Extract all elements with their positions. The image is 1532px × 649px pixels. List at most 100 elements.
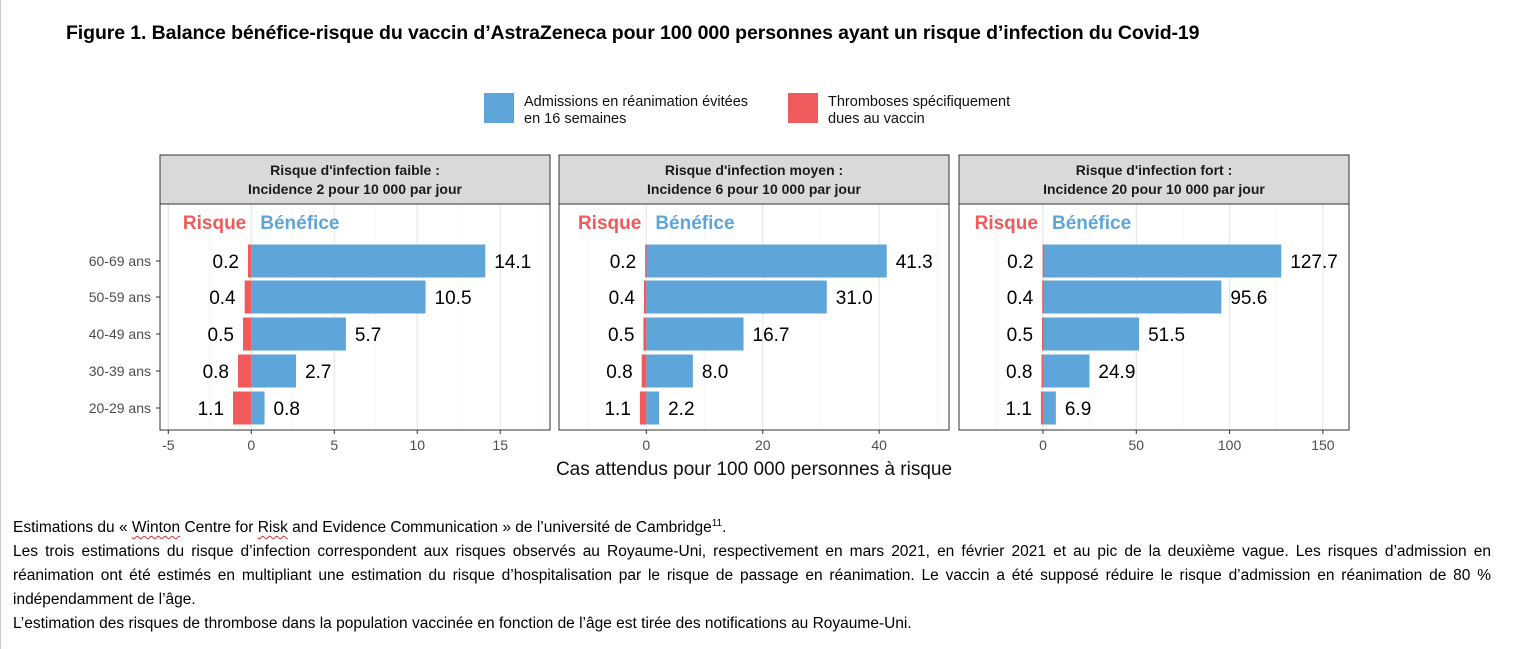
- benefit-bar: [1042, 280, 1222, 314]
- panel-strip-title-1: Risque d'infection faible :: [270, 162, 440, 178]
- y-tick-label: 60-69 ans: [89, 253, 151, 269]
- x-tick-label: 0: [247, 437, 255, 453]
- benefit-value-label: 10.5: [435, 288, 472, 309]
- figure-title: Figure 1. Balance bénéfice-risque du vac…: [66, 22, 1200, 44]
- benefit-value-label: 8.0: [702, 362, 728, 383]
- benefit-value-label: 51.5: [1148, 325, 1185, 346]
- risk-value-label: 0.2: [213, 252, 239, 273]
- risk-value-label: 0.2: [610, 252, 636, 273]
- benefit-bar: [1042, 317, 1140, 351]
- risk-value-label: 0.2: [1007, 252, 1033, 273]
- caption-word-risk: Risk: [257, 519, 288, 537]
- y-tick-label: 40-49 ans: [89, 326, 151, 342]
- x-tick-label: 10: [409, 437, 425, 453]
- benefit-value-label: 31.0: [836, 288, 873, 309]
- legend-swatch-risk: [788, 93, 818, 123]
- risk-value-label: 0.4: [1007, 288, 1034, 309]
- benefit-side-label: Bénéfice: [655, 213, 734, 234]
- benefit-bar: [646, 354, 693, 388]
- benefit-value-label: 5.7: [355, 325, 381, 346]
- x-tick-label: 15: [492, 437, 508, 453]
- benefit-bar: [251, 391, 265, 425]
- risk-value-label: 0.5: [208, 325, 234, 346]
- risk-side-label: Risque: [578, 213, 641, 234]
- risk-bar: [639, 391, 647, 425]
- legend-label-risk-line2: dues au vaccin: [828, 111, 925, 127]
- legend-label-risk: Thromboses spécifiquement: [828, 94, 1010, 110]
- risk-value-label: 1.1: [1005, 399, 1031, 420]
- risk-bar: [1042, 244, 1045, 278]
- x-tick-label: 0: [642, 437, 650, 453]
- benefit-value-label: 0.8: [274, 399, 300, 420]
- risk-side-label: Risque: [183, 213, 246, 234]
- x-tick-label: 20: [755, 437, 771, 453]
- risk-bar: [643, 317, 647, 351]
- risk-bar: [238, 354, 252, 388]
- risk-bar: [1040, 391, 1043, 425]
- benefit-value-label: 14.1: [494, 252, 531, 273]
- panel-strip-title-3: Risque d'infection fort :: [1076, 162, 1233, 178]
- panel-border-1: [159, 203, 551, 431]
- panel-strip-title-2: Risque d'infection moyen :: [665, 162, 843, 178]
- benefit-value-label: 41.3: [896, 252, 933, 273]
- risk-value-label: 0.8: [1006, 362, 1032, 383]
- benefit-bar: [1042, 391, 1056, 425]
- risk-value-label: 1.1: [198, 399, 224, 420]
- risk-bar: [233, 391, 252, 425]
- x-tick-label: 40: [871, 437, 887, 453]
- benefit-value-label: 16.7: [753, 325, 790, 346]
- x-axis-title: Cas attendus pour 100 000 personnes à ri…: [556, 459, 952, 480]
- benefit-value-label: 127.7: [1290, 252, 1338, 273]
- panel-plot-area-3: [959, 204, 1349, 430]
- caption-source: Estimations du « Winton Centre for Risk …: [13, 518, 727, 537]
- benefit-value-label: 24.9: [1098, 362, 1135, 383]
- panel-plot-area-2: [559, 204, 949, 430]
- caption-word-winton: Winton: [131, 519, 181, 537]
- panel-plot-area-1: [160, 204, 550, 430]
- panel-strip-subtitle-1: Incidence 2 pour 10 000 par jour: [248, 181, 463, 197]
- risk-bar: [244, 280, 252, 314]
- legend-label-benefit-line2: en 16 semaines: [524, 111, 626, 127]
- caption-thrombosis-source: L’estimation des risques de thrombose da…: [13, 615, 912, 633]
- panel-border-2: [558, 203, 950, 431]
- y-tick-label: 50-59 ans: [89, 289, 151, 305]
- benefit-value-label: 95.6: [1230, 288, 1267, 309]
- y-tick-label: 20-29 ans: [89, 400, 151, 416]
- x-tick-label: -5: [162, 437, 175, 453]
- caption: Estimations du « Winton Centre for Risk …: [13, 512, 1491, 636]
- legend-swatch-benefit: [484, 93, 514, 123]
- risk-value-label: 0.5: [1007, 325, 1033, 346]
- x-tick-label: 5: [330, 437, 338, 453]
- risk-value-label: 0.4: [609, 288, 636, 309]
- risk-bar: [1042, 280, 1044, 314]
- benefit-bar: [646, 280, 827, 314]
- risk-value-label: 0.8: [606, 362, 632, 383]
- risk-bar: [247, 244, 252, 278]
- benefit-value-label: 6.9: [1065, 399, 1091, 420]
- risk-bar: [242, 317, 252, 351]
- legend-label-benefit: Admissions en réanimation évitées: [524, 94, 748, 110]
- risk-side-label: Risque: [975, 213, 1038, 234]
- benefit-bar: [1042, 244, 1282, 278]
- risk-value-label: 0.5: [608, 325, 634, 346]
- benefit-bar: [1042, 354, 1090, 388]
- panel-border-3: [958, 203, 1350, 431]
- x-tick-label: 0: [1039, 437, 1047, 453]
- benefit-bar: [251, 280, 426, 314]
- benefit-bar: [646, 244, 887, 278]
- risk-value-label: 1.1: [604, 399, 630, 420]
- caption-method: Les trois estimations du risque d’infect…: [13, 543, 1491, 609]
- risk-bar: [645, 244, 647, 278]
- footnote-ref: 11: [711, 518, 723, 529]
- risk-value-label: 0.8: [203, 362, 229, 383]
- benefit-bar: [646, 391, 660, 425]
- panel-strip-subtitle-3: Incidence 20 pour 10 000 par jour: [1043, 181, 1265, 197]
- benefit-side-label: Bénéfice: [260, 213, 339, 234]
- risk-bar: [1041, 354, 1043, 388]
- x-tick-label: 100: [1218, 437, 1242, 453]
- y-tick-label: 30-39 ans: [89, 363, 151, 379]
- risk-bar: [641, 354, 647, 388]
- panel-strip-3: [958, 154, 1350, 205]
- x-tick-label: 150: [1311, 437, 1335, 453]
- benefit-bar: [251, 317, 346, 351]
